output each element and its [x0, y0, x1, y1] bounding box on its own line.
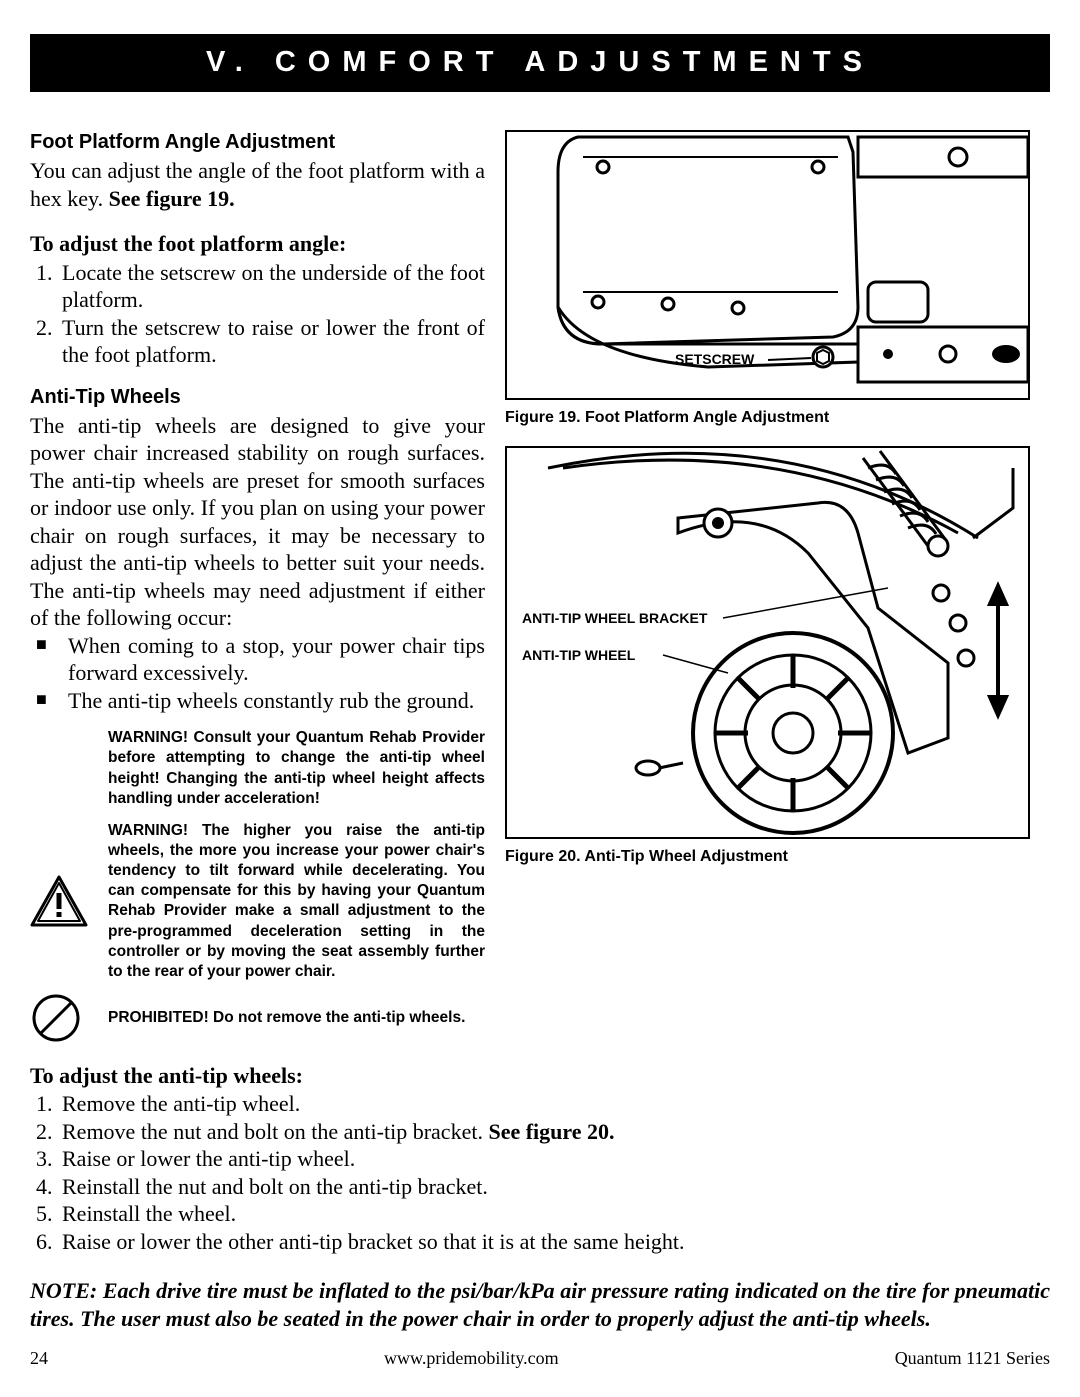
adjust-foot-subhead: To adjust the foot platform angle: — [30, 230, 485, 258]
figure-19-caption: Figure 19. Foot Platform Angle Adjustmen… — [505, 408, 1030, 428]
foot-step-2: Turn the setscrew to raise or lower the … — [58, 314, 485, 369]
see-figure-20: See figure 20. — [488, 1119, 614, 1144]
at-step-5: Reinstall the wheel. — [58, 1200, 1050, 1228]
anti-tip-bullets: When coming to a stop, your power chair … — [30, 632, 485, 715]
right-column: SETSCREW Figure 19. Foot Platform Angle … — [505, 130, 1030, 1044]
bullet-1: When coming to a stop, your power chair … — [30, 632, 485, 687]
figure-20-caption: Figure 20. Anti-Tip Wheel Adjustment — [505, 847, 1030, 867]
section-header: V. COMFORT ADJUSTMENTS — [30, 34, 1050, 92]
footer-url: www.pridemobility.com — [48, 1347, 895, 1370]
figure-19-illustration — [508, 132, 1028, 398]
prohibited-icon — [30, 992, 92, 1044]
anti-tip-steps: Remove the anti-tip wheel. Remove the nu… — [30, 1090, 1050, 1255]
foot-platform-steps: Locate the setscrew on the underside of … — [30, 259, 485, 369]
at-step-1: Remove the anti-tip wheel. — [58, 1090, 1050, 1118]
bracket-label: ANTI-TIP WHEEL BRACKET — [522, 610, 707, 628]
at-step-4: Reinstall the nut and bolt on the anti-t… — [58, 1173, 1050, 1201]
anti-tip-para: The anti-tip wheels are designed to give… — [30, 412, 485, 632]
at-step-2-text: Remove the nut and bolt on the anti-tip … — [62, 1119, 488, 1144]
note-text: NOTE: Each drive tire must be inflated t… — [30, 1277, 1050, 1332]
prohibited-block: PROHIBITED! Do not remove the anti-tip w… — [30, 992, 485, 1044]
left-column: Foot Platform Angle Adjustment You can a… — [30, 130, 485, 1044]
bottom-section: To adjust the anti-tip wheels: Remove th… — [30, 1062, 1050, 1333]
at-step-2: Remove the nut and bolt on the anti-tip … — [58, 1118, 1050, 1146]
warning-block-1: WARNING! Consult your Quantum Rehab Prov… — [30, 728, 485, 809]
page-footer: 24 www.pridemobility.com Quantum 1121 Se… — [30, 1347, 1050, 1370]
warning-block-2: WARNING! The higher you raise the anti-t… — [30, 821, 485, 982]
warning-icon-spacer — [30, 728, 92, 809]
at-step-3: Raise or lower the anti-tip wheel. — [58, 1145, 1050, 1173]
foot-platform-intro: You can adjust the angle of the foot pla… — [30, 157, 485, 212]
footer-series: Quantum 1121 Series — [895, 1347, 1050, 1370]
main-content: Foot Platform Angle Adjustment You can a… — [30, 130, 1050, 1044]
anti-tip-heading: Anti-Tip Wheels — [30, 385, 485, 410]
foot-step-1: Locate the setscrew on the underside of … — [58, 259, 485, 314]
warning-2-text: WARNING! The higher you raise the anti-t… — [108, 821, 485, 982]
prohibited-text: PROHIBITED! Do not remove the anti-tip w… — [108, 1008, 485, 1028]
foot-platform-heading: Foot Platform Angle Adjustment — [30, 130, 485, 155]
see-figure-19: See figure 19. — [109, 186, 235, 211]
bullet-2: The anti-tip wheels constantly rub the g… — [30, 687, 485, 715]
adjust-antitip-subhead: To adjust the anti-tip wheels: — [30, 1062, 1050, 1090]
page-number: 24 — [30, 1347, 48, 1370]
at-step-6: Raise or lower the other anti-tip bracke… — [58, 1228, 1050, 1256]
figure-19-box: SETSCREW — [505, 130, 1030, 400]
figure-20-illustration — [508, 448, 1028, 837]
figure-20-box: ANTI-TIP WHEEL BRACKET ANTI-TIP WHEEL — [505, 446, 1030, 839]
wheel-label: ANTI-TIP WHEEL — [522, 647, 635, 665]
intro-text: You can adjust the angle of the foot pla… — [30, 158, 485, 211]
setscrew-label: SETSCREW — [675, 351, 754, 369]
warning-triangle-icon — [30, 821, 92, 982]
warning-1-text: WARNING! Consult your Quantum Rehab Prov… — [108, 728, 485, 809]
